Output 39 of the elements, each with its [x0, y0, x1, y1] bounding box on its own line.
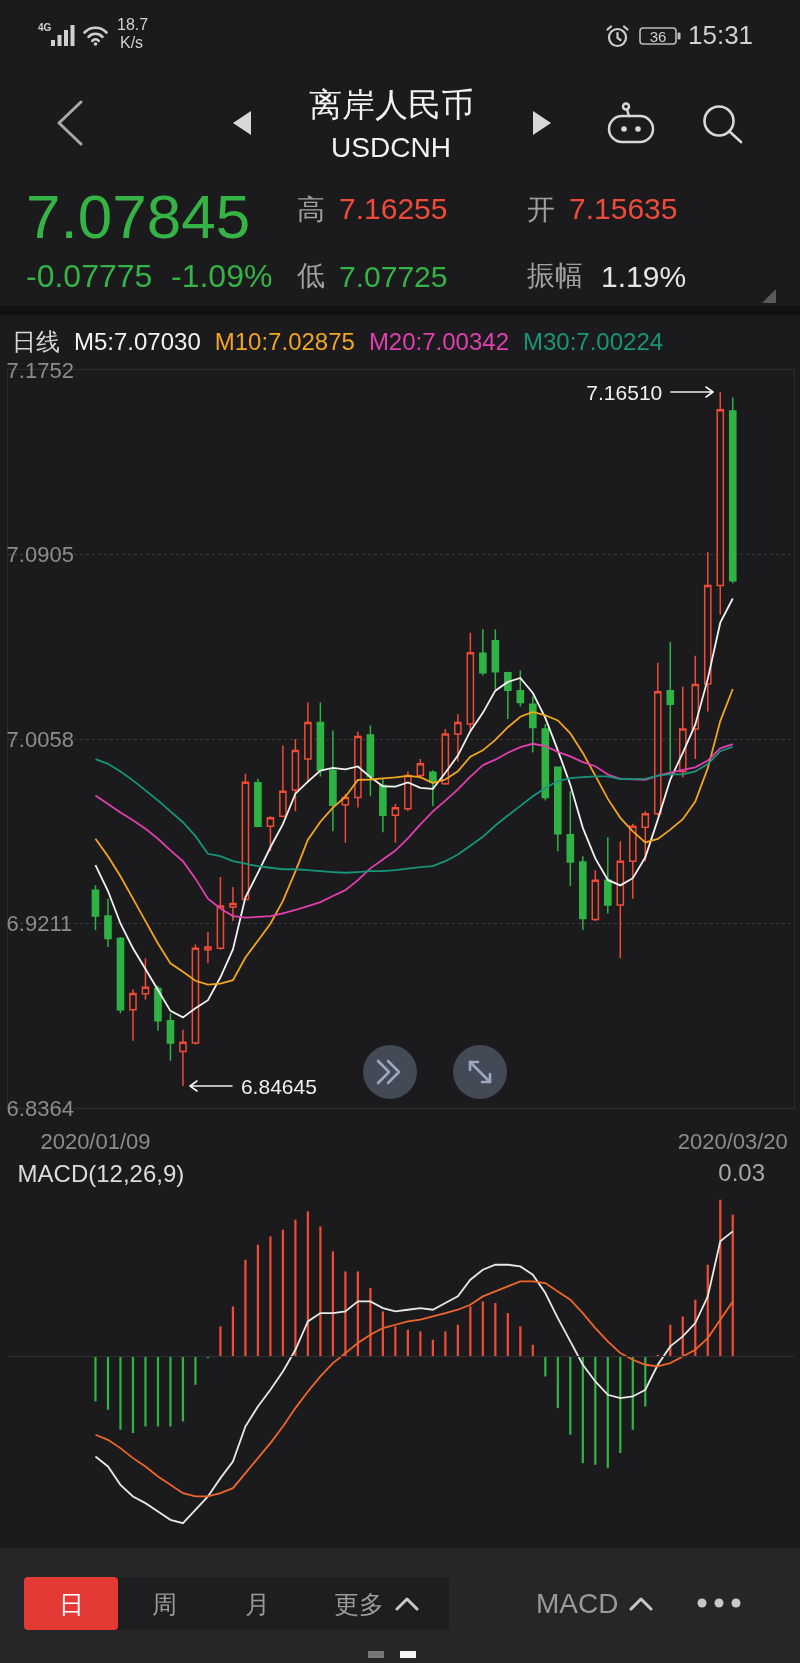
annotation: 7.16510 [586, 380, 663, 404]
text: -0.07775 [26, 258, 153, 294]
legend-title: 日线 [12, 328, 60, 355]
text: 7.16255 [339, 192, 448, 225]
y-tick-label: 6.9211 [6, 911, 73, 937]
text: 高 [297, 194, 325, 225]
text: K/s [120, 34, 144, 51]
text: M20:7.00342 [368, 328, 509, 355]
text: 周 [151, 1589, 177, 1618]
x-tick-label: 2020/01/09 [40, 1129, 151, 1155]
y-tick-label: 6.8364 [6, 1095, 74, 1121]
text: 月 [244, 1589, 270, 1618]
text: 日 [58, 1589, 84, 1618]
text: 开 [527, 194, 555, 225]
y-tick-label: 7.0905 [6, 542, 74, 568]
chart-title: 离岸人民币 [308, 85, 474, 123]
text: M10:7.02875 [214, 328, 355, 355]
text: 18.7 [117, 16, 149, 33]
y-tick-label: 7.1752 [6, 357, 74, 383]
y-tick-label: 7.0058 [6, 726, 74, 752]
text: 低 [297, 260, 325, 291]
chart-title: MACD(12,26,9) [17, 1160, 185, 1188]
text: 更多 [334, 1589, 384, 1618]
text: 0.03 [718, 1159, 765, 1186]
text: M5:7.07030 [74, 328, 201, 355]
text: 7.07725 [339, 260, 448, 293]
text: M30:7.00224 [522, 328, 664, 355]
annotation: 6.84645 [240, 1074, 317, 1098]
text: MACD [536, 1588, 619, 1619]
text: 1.19% [601, 260, 687, 293]
chart-subtitle: USDCNH [331, 132, 451, 163]
text: 36 [649, 27, 667, 45]
text: 7.07845 [26, 182, 251, 251]
x-tick-label: 2020/03/20 [677, 1129, 788, 1155]
text: -1.09% [171, 258, 273, 294]
text: 4G [38, 22, 52, 33]
text: 15:31 [688, 20, 754, 50]
text: 7.15635 [569, 192, 678, 225]
text: 振幅 [527, 260, 583, 291]
